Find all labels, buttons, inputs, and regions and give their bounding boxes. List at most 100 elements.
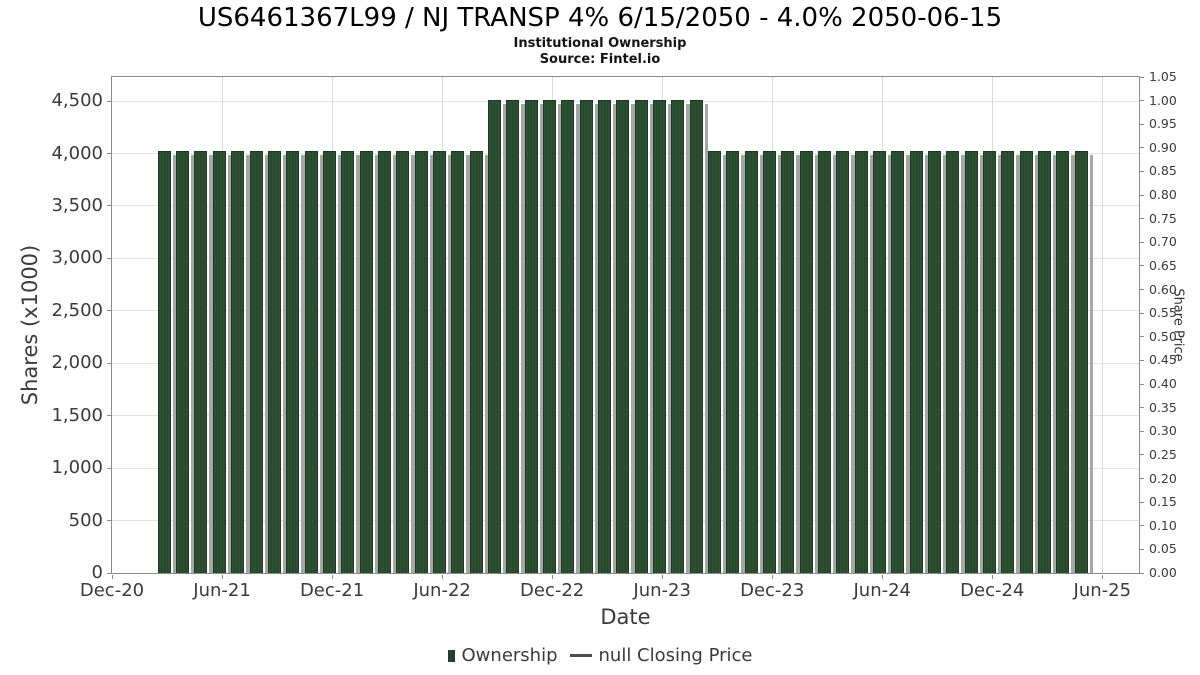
bar-fill (726, 151, 740, 573)
bar-shadow (631, 104, 635, 573)
ownership-bar (231, 151, 250, 573)
bar-fill (671, 100, 685, 573)
bar-shadow (1089, 155, 1094, 573)
right-axis-tick-label: 0.25 (1149, 446, 1177, 462)
bar-shadow (209, 155, 214, 573)
x-axis-tick (771, 575, 773, 579)
x-axis-tick-label: Dec-20 (79, 580, 145, 601)
bar-fill (689, 100, 703, 573)
bar-shadow (686, 104, 690, 573)
x-axis-tick-label: Jun-23 (633, 580, 691, 601)
bar-fill (506, 100, 520, 573)
ownership-bar (744, 151, 764, 573)
bar-shadow (943, 155, 947, 573)
bar-fill (818, 151, 832, 573)
bar-fill (231, 151, 245, 573)
chart-source: Source: Fintel.io (539, 52, 661, 67)
bar-fill (946, 151, 960, 573)
bar-shadow (319, 155, 324, 573)
ownership-bar (414, 151, 434, 573)
bar-fill (157, 151, 171, 573)
chart-title: US6461367L99 / NJ TRANSP 4% 6/15/2050 - … (197, 3, 1003, 33)
right-axis-tick-label: 0.10 (1149, 517, 1177, 533)
bar-fill (983, 151, 997, 573)
bar-fill (304, 151, 318, 573)
left-axis-title: Shares (x1000) (18, 244, 42, 406)
x-axis-tick (111, 575, 113, 579)
bar-shadow (576, 104, 580, 573)
ownership-bar (487, 100, 507, 573)
right-axis-tick (1140, 336, 1144, 338)
bar-fill (928, 151, 942, 573)
ownership-bar (1019, 151, 1039, 573)
right-axis-tick-label: 0.15 (1149, 494, 1177, 510)
ownership-bar (579, 100, 599, 573)
x-axis-tick-label: Jun-25 (1073, 580, 1132, 601)
right-axis-tick-label: 0.05 (1149, 541, 1177, 557)
right-axis-tick (1140, 501, 1144, 503)
ownership-bar (249, 151, 269, 573)
bar-fill (212, 151, 226, 573)
bar-fill (1001, 151, 1015, 573)
closing-price-line-icon (569, 654, 592, 657)
x-axis-tick (881, 575, 883, 579)
plot-area (111, 76, 1140, 574)
right-axis-tick-label: 0.95 (1149, 116, 1177, 132)
bar-shadow (924, 155, 929, 573)
right-axis-tick-label: 0.40 (1149, 376, 1177, 392)
ownership-bar (157, 151, 177, 573)
ownership-bar (1074, 151, 1094, 573)
bar-fill (652, 100, 666, 573)
legend-item-ownership[interactable]: Ownership (447, 645, 558, 666)
right-axis-tick (1140, 407, 1144, 409)
x-axis-tick-label: Jun-22 (413, 580, 471, 601)
bar-fill (1019, 151, 1033, 573)
ownership-swatch-icon (447, 649, 455, 662)
right-axis-tick (1140, 478, 1144, 480)
right-axis-tick (1140, 430, 1144, 432)
right-axis-tick-label: 1.05 (1149, 69, 1177, 84)
vertical-gridline (1101, 77, 1103, 573)
x-axis-tick-label: Dec-24 (960, 580, 1025, 601)
right-axis-tick-label: 0.90 (1149, 139, 1177, 155)
ownership-bar (469, 151, 489, 573)
ownership-bar (873, 151, 892, 573)
ownership-bar (304, 151, 324, 573)
bar-shadow (1034, 155, 1039, 573)
bar-shadow (704, 104, 709, 573)
right-axis-tick-label: 0.00 (1149, 565, 1177, 580)
legend-label-closing-price: null Closing Price (598, 645, 753, 666)
right-axis-tick (1140, 123, 1144, 125)
ownership-bar (1001, 151, 1021, 573)
right-axis-tick (1140, 454, 1144, 456)
bar-fill (469, 151, 483, 573)
ownership-bar (286, 151, 305, 573)
x-axis-tick (221, 575, 223, 579)
ownership-bar (836, 151, 855, 573)
x-axis-tick (991, 575, 993, 579)
right-axis-tick (1140, 289, 1144, 291)
bar-shadow (392, 155, 397, 573)
bar-shadow (906, 155, 910, 573)
ownership-bar (763, 151, 782, 573)
ownership-bar (341, 151, 360, 573)
left-axis-tick-label: 3,000 (51, 247, 103, 269)
bar-fill (396, 151, 410, 573)
bar-shadow (466, 155, 470, 573)
left-axis-tick-label: 4,500 (51, 90, 103, 112)
right-axis-tick-label: 0.85 (1149, 163, 1177, 179)
legend-item-closing-price[interactable]: null Closing Price (569, 645, 753, 666)
left-axis-tick-label: 3,500 (51, 194, 103, 216)
x-axis-tick-label: Jun-24 (853, 580, 912, 601)
bar-fill (707, 151, 721, 573)
bar-shadow (1071, 155, 1076, 573)
left-axis-tick-label: 1,500 (51, 404, 103, 426)
bar-fill (249, 151, 263, 573)
bar-fill (414, 151, 428, 573)
ownership-bar (799, 151, 819, 573)
ownership-bar (652, 100, 672, 573)
x-axis-tick-label: Dec-21 (299, 580, 365, 601)
ownership-bar (671, 100, 690, 573)
bar-fill (432, 151, 446, 573)
right-axis-tick-label: 0.20 (1149, 470, 1177, 486)
